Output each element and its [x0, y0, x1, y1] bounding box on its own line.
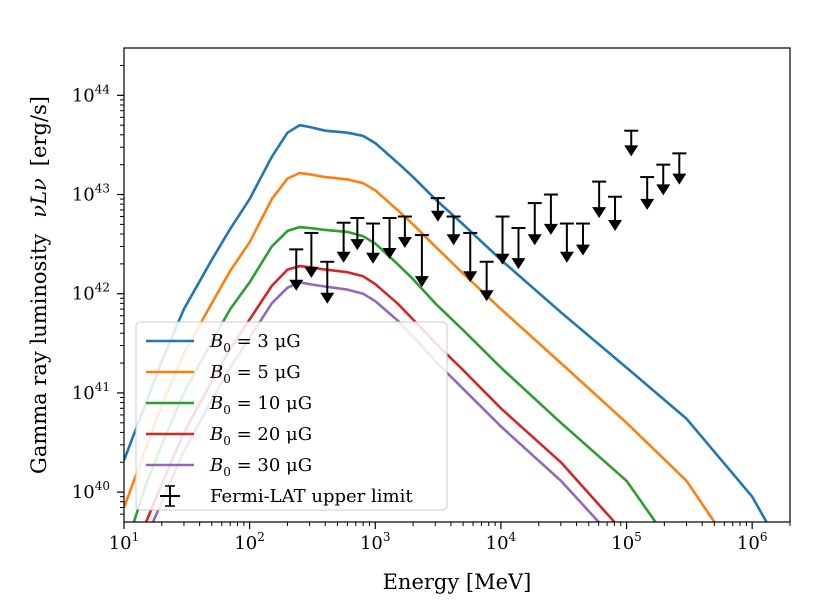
x-tick-label-4: 105 [611, 530, 642, 554]
x-tick-label-5: 106 [737, 530, 768, 554]
y-tick-label-0: 1040 [72, 479, 110, 503]
upper-limit-13 [495, 215, 510, 265]
upper-limit-6 [382, 217, 397, 260]
upper-limit-21 [624, 129, 639, 157]
legend-label-upper-limit: Fermi-LAT upper limit [210, 486, 413, 507]
legend-label-1: B0 = 5 μG [209, 362, 301, 386]
upper-limit-5 [366, 222, 381, 264]
legend-label-4: B0 = 30 μG [209, 455, 312, 479]
upper-limit-22 [640, 176, 655, 210]
y-axis-label: Gamma ray luminosity νLν [erg/s] [27, 96, 51, 474]
upper-limit-10 [446, 215, 461, 246]
upper-limit-19 [592, 180, 607, 219]
upper-limit-12 [479, 260, 494, 302]
upper-limit-23 [656, 163, 671, 196]
y-tick-label-2: 1042 [72, 281, 110, 305]
upper-limit-8 [414, 234, 429, 288]
series-line-1 [124, 171, 716, 522]
legend-swatch-upper-limit [160, 485, 180, 507]
x-tick-label-2: 103 [360, 530, 391, 554]
upper-limit-20 [608, 195, 623, 231]
legend-box [135, 321, 448, 511]
upper-limit-11 [463, 231, 478, 283]
series-line-0 [124, 123, 768, 522]
y-label-unit: [erg/s] [27, 96, 51, 166]
y-label-symbol: νLν [27, 178, 51, 218]
y-tick-label-1: 1041 [72, 380, 110, 404]
upper-limit-1 [304, 231, 319, 278]
upper-limits-group [289, 129, 687, 304]
upper-limit-16 [543, 193, 558, 235]
upper-limit-15 [527, 202, 542, 246]
y-tick-label-3: 1043 [72, 182, 110, 206]
legend-label-3: B0 = 20 μG [209, 424, 312, 448]
upper-limit-0 [289, 248, 304, 291]
upper-limit-14 [511, 226, 526, 270]
y-tick-label-4: 1044 [72, 82, 111, 106]
legend: B0 = 3 μG B0 = 5 μG B0 = 10 μG B0 = 20 μG B0… [135, 321, 448, 511]
upper-limit-2 [320, 260, 335, 304]
plot-frame [123, 47, 791, 523]
upper-limit-7 [397, 215, 412, 248]
upper-limit-24 [672, 152, 687, 185]
upper-limit-3 [336, 221, 351, 263]
x-tick-label-0: 101 [109, 530, 140, 554]
x-tick-label-3: 104 [486, 530, 517, 554]
legend-label-0: B0 = 3 μG [209, 331, 301, 355]
svg-text:Gamma ray luminosityνLν[erg/s]: Gamma ray luminosity νLν [erg/s] [27, 96, 51, 474]
upper-limit-18 [575, 222, 590, 256]
upper-limit-4 [350, 217, 365, 251]
x-tick-label-1: 102 [234, 530, 265, 554]
y-label-text: Gamma ray luminosity [27, 234, 51, 474]
x-axis-label: Energy [MeV] [383, 570, 532, 594]
legend-label-2: B0 = 10 μG [209, 393, 312, 417]
ticks-group: 101 102 103 104 105 106 1040 1041 1042 1043 1044 [72, 64, 791, 554]
upper-limit-17 [559, 222, 574, 263]
upper-limit-9 [430, 197, 445, 222]
